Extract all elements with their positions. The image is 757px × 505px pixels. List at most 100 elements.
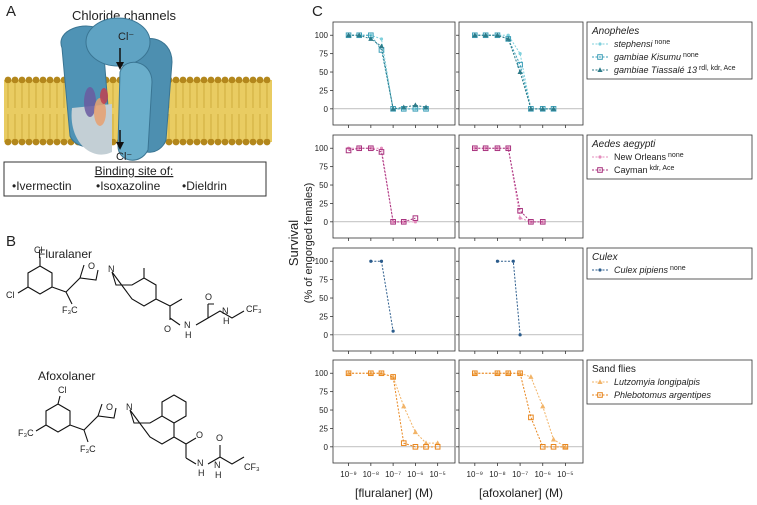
legend-name: stephensi [614, 39, 654, 49]
atom: N [126, 402, 133, 412]
series-line [348, 34, 427, 110]
legend-name: Lutzomyia longipalpis [614, 377, 701, 387]
data-point [345, 147, 352, 154]
y-tick-label: 75 [319, 276, 328, 285]
panel-title: Chloride channels [72, 8, 177, 23]
x-tick-label: 10⁻⁶ [535, 470, 551, 479]
data-point [356, 32, 362, 38]
arrow-head [116, 142, 124, 150]
series-line [474, 372, 566, 448]
data-point [412, 429, 418, 435]
data-point [494, 145, 501, 152]
legend-superscript: none [655, 39, 671, 46]
y-tick-label: 50 [319, 181, 328, 190]
lipid-head [46, 76, 54, 84]
y-tick-label: 75 [319, 50, 328, 59]
data-point [390, 374, 396, 379]
lipid-head [53, 76, 61, 84]
atom: F₃C [62, 305, 78, 315]
data-point [495, 259, 500, 263]
data-point [597, 392, 603, 398]
x-tick-label: 10⁻⁶ [407, 470, 423, 479]
channel [60, 17, 173, 161]
data-point [379, 146, 384, 150]
lipid-head [228, 138, 236, 146]
lipid-head [11, 138, 19, 146]
data-point [539, 219, 546, 225]
plot-frame [332, 247, 456, 352]
legend-superscript: none [668, 152, 684, 159]
data-point [598, 42, 602, 46]
data-point [528, 374, 534, 379]
atom: O [205, 292, 212, 302]
series-line [370, 260, 394, 332]
lipid-head [18, 76, 26, 84]
lipid-head [109, 76, 117, 84]
legend-item: •Dieldrin [182, 179, 227, 193]
data-point [518, 52, 522, 56]
data-point [598, 155, 602, 159]
binding-site [100, 88, 108, 104]
series-line [348, 372, 438, 448]
y-tick-label: 100 [315, 144, 329, 153]
data-point [517, 207, 523, 214]
data-point [505, 370, 512, 377]
data-point [472, 145, 478, 152]
legend-name: Cayman [614, 165, 648, 175]
data-point [423, 444, 429, 450]
panel-label: B [6, 233, 16, 250]
legend-box [586, 247, 753, 280]
legend-box [586, 359, 753, 405]
data-point [597, 167, 603, 173]
data-point [540, 403, 546, 409]
data-point [511, 259, 515, 263]
data-point [517, 370, 523, 377]
atom: Cl [34, 245, 43, 255]
data-point [423, 440, 429, 446]
data-point [412, 215, 419, 221]
legend-label: Phlebotomus argentipes [614, 390, 712, 400]
legend-label: gambiae Kisumu none [614, 52, 699, 62]
lipid-head [4, 138, 12, 146]
data-point [368, 36, 374, 41]
data-point [401, 403, 407, 409]
data-point [378, 149, 385, 155]
lipid-head [193, 76, 201, 84]
atom: Cl [6, 290, 15, 300]
data-point [345, 370, 352, 377]
lipid-head [256, 76, 264, 84]
y-tick-label: 50 [319, 68, 328, 77]
lipid-head [39, 138, 47, 146]
data-point [391, 329, 395, 333]
data-point [472, 32, 478, 38]
y-tick-label: 100 [315, 369, 329, 378]
data-point [550, 436, 557, 442]
legend-item: •Isoxazoline [96, 179, 161, 193]
lipid-head [53, 138, 61, 146]
data-point [597, 54, 603, 60]
x-tick-label: 10⁻⁷ [385, 470, 401, 479]
y-tick-label: 75 [319, 163, 328, 172]
data-point [423, 104, 429, 110]
series-line [474, 372, 566, 448]
series-line [474, 147, 543, 223]
y-axis-sublabel: (% of engorged females) [303, 183, 315, 303]
atom: CF₃ [244, 462, 260, 472]
lipid-head [249, 76, 257, 84]
plot-frame [458, 134, 584, 239]
atom: O [216, 433, 223, 443]
atom: N [197, 458, 204, 468]
legend-name: Culex pipiens [614, 265, 669, 275]
lipid-head [32, 138, 40, 146]
lipid-head [200, 76, 208, 84]
lipid-head [228, 76, 236, 84]
lipid-head [25, 76, 33, 84]
data-point [401, 104, 407, 110]
lipid-head [214, 138, 222, 146]
panel-label: A [6, 3, 16, 20]
y-tick-label: 50 [319, 406, 328, 415]
data-point [597, 379, 603, 384]
lipid-head [46, 138, 54, 146]
data-point [518, 333, 522, 337]
